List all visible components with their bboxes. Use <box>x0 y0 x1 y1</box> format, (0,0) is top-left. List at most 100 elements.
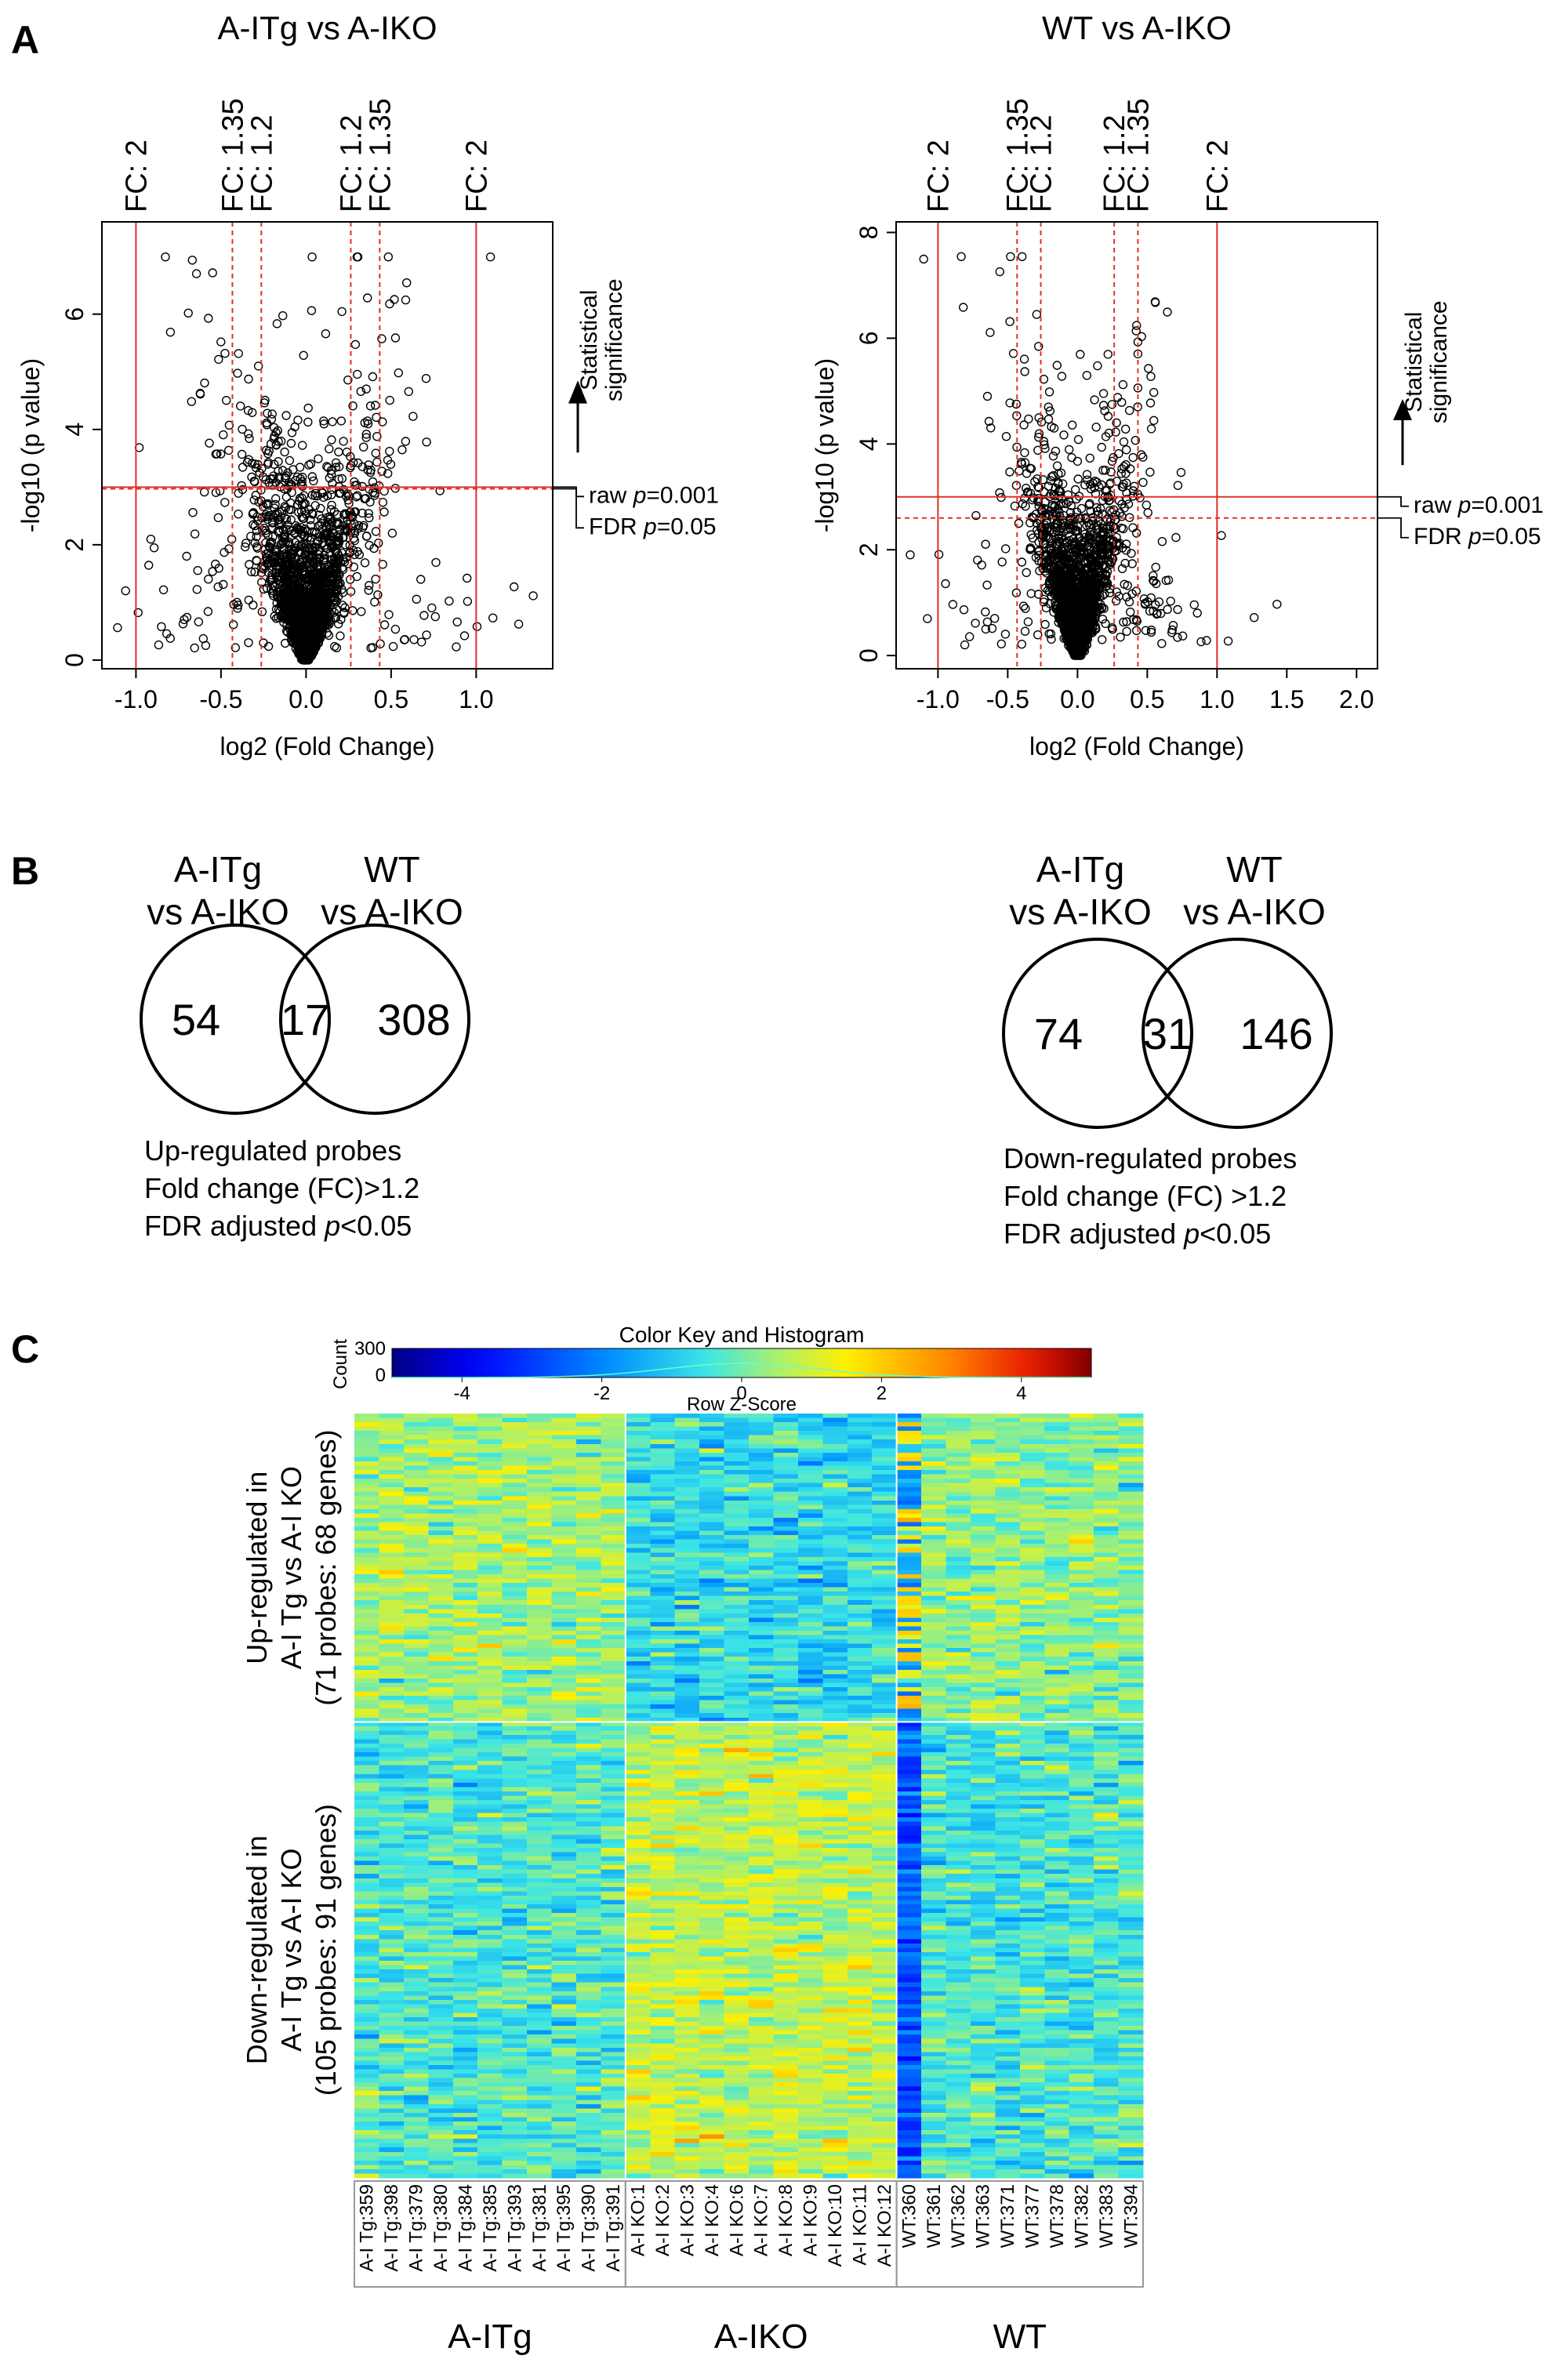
data-point <box>1146 424 1156 434</box>
data-point <box>121 586 130 596</box>
data-point <box>314 454 323 463</box>
data-point <box>1142 500 1152 510</box>
data-point <box>336 631 345 641</box>
data-point <box>385 395 394 405</box>
data-point <box>1149 387 1159 397</box>
data-point <box>1125 608 1135 617</box>
data-point <box>195 390 205 399</box>
data-point <box>1097 635 1107 644</box>
y-tick-label: 0 <box>60 653 89 667</box>
data-point <box>286 438 296 448</box>
data-point <box>941 579 950 589</box>
data-point <box>241 539 251 548</box>
data-point <box>919 254 928 264</box>
data-point <box>182 551 191 561</box>
data-point <box>1131 326 1141 336</box>
data-point <box>244 429 253 438</box>
data-point <box>981 539 990 549</box>
data-point <box>295 463 305 472</box>
fc-label: FC: 1.35 <box>216 98 249 212</box>
data-point <box>358 508 367 518</box>
data-point <box>964 632 975 641</box>
data-point <box>488 613 498 622</box>
data-point <box>1118 379 1128 390</box>
data-point <box>1000 630 1011 639</box>
data-point <box>422 630 431 640</box>
data-point <box>220 349 230 358</box>
threshold-label-suffix: =0.001 <box>646 482 719 508</box>
data-point <box>1017 252 1027 261</box>
data-point <box>1120 424 1131 434</box>
data-point <box>194 617 204 626</box>
data-point <box>257 607 267 616</box>
data-point <box>374 539 383 548</box>
data-point <box>180 615 189 624</box>
data-point <box>956 252 966 261</box>
data-point <box>463 573 472 583</box>
data-point <box>472 622 482 631</box>
x-axis-label: log2 (Fold Change) <box>220 732 435 760</box>
x-tick-label: -1.0 <box>114 685 158 713</box>
data-point <box>229 620 238 630</box>
data-point <box>397 445 407 455</box>
data-point <box>216 449 226 459</box>
y-tick-label: 4 <box>60 423 89 437</box>
data-point <box>419 611 429 620</box>
data-point <box>263 458 273 467</box>
data-point <box>435 486 445 495</box>
data-point <box>1128 452 1138 463</box>
data-point <box>234 349 243 358</box>
data-point <box>1141 626 1151 635</box>
data-point <box>352 252 362 262</box>
data-point <box>379 507 389 517</box>
data-point <box>336 615 346 624</box>
data-point <box>183 308 193 318</box>
data-point <box>271 494 281 503</box>
data-point <box>1019 420 1029 430</box>
data-point <box>270 612 279 621</box>
data-point <box>1000 544 1011 553</box>
data-point <box>390 333 401 343</box>
threshold-label-var: p <box>633 482 647 508</box>
data-point <box>146 535 156 544</box>
data-point <box>203 607 213 616</box>
data-point <box>995 488 1004 498</box>
data-point <box>452 642 461 651</box>
data-point <box>162 629 172 638</box>
x-tick-label: -0.5 <box>199 685 242 713</box>
data-point <box>390 295 399 304</box>
data-point <box>262 418 271 428</box>
data-point <box>1044 415 1054 424</box>
panel-letter-a: A <box>11 18 39 62</box>
data-point <box>989 614 1000 623</box>
data-point <box>1128 523 1138 532</box>
data-point <box>307 490 318 500</box>
data-point <box>249 601 258 610</box>
data-point <box>934 550 944 559</box>
data-point <box>272 319 282 328</box>
data-point <box>154 640 164 650</box>
data-point <box>211 559 220 569</box>
data-point <box>412 594 421 604</box>
data-point <box>1021 604 1030 613</box>
data-point <box>190 529 200 539</box>
data-point <box>256 563 267 572</box>
data-point <box>208 268 217 278</box>
data-point <box>1064 445 1074 455</box>
data-point <box>190 643 199 653</box>
data-point <box>327 435 336 445</box>
data-point <box>1059 430 1069 440</box>
data-point <box>261 475 270 485</box>
panel-letter-b: B <box>11 849 39 893</box>
data-point <box>363 293 372 303</box>
data-point <box>303 417 313 426</box>
data-point <box>310 501 320 510</box>
data-point <box>1047 422 1056 431</box>
data-point <box>368 477 378 487</box>
data-point <box>1093 361 1102 371</box>
data-point <box>1023 617 1033 626</box>
data-point <box>285 455 295 466</box>
data-point <box>334 447 343 457</box>
data-point <box>385 447 394 456</box>
data-point <box>278 311 288 321</box>
